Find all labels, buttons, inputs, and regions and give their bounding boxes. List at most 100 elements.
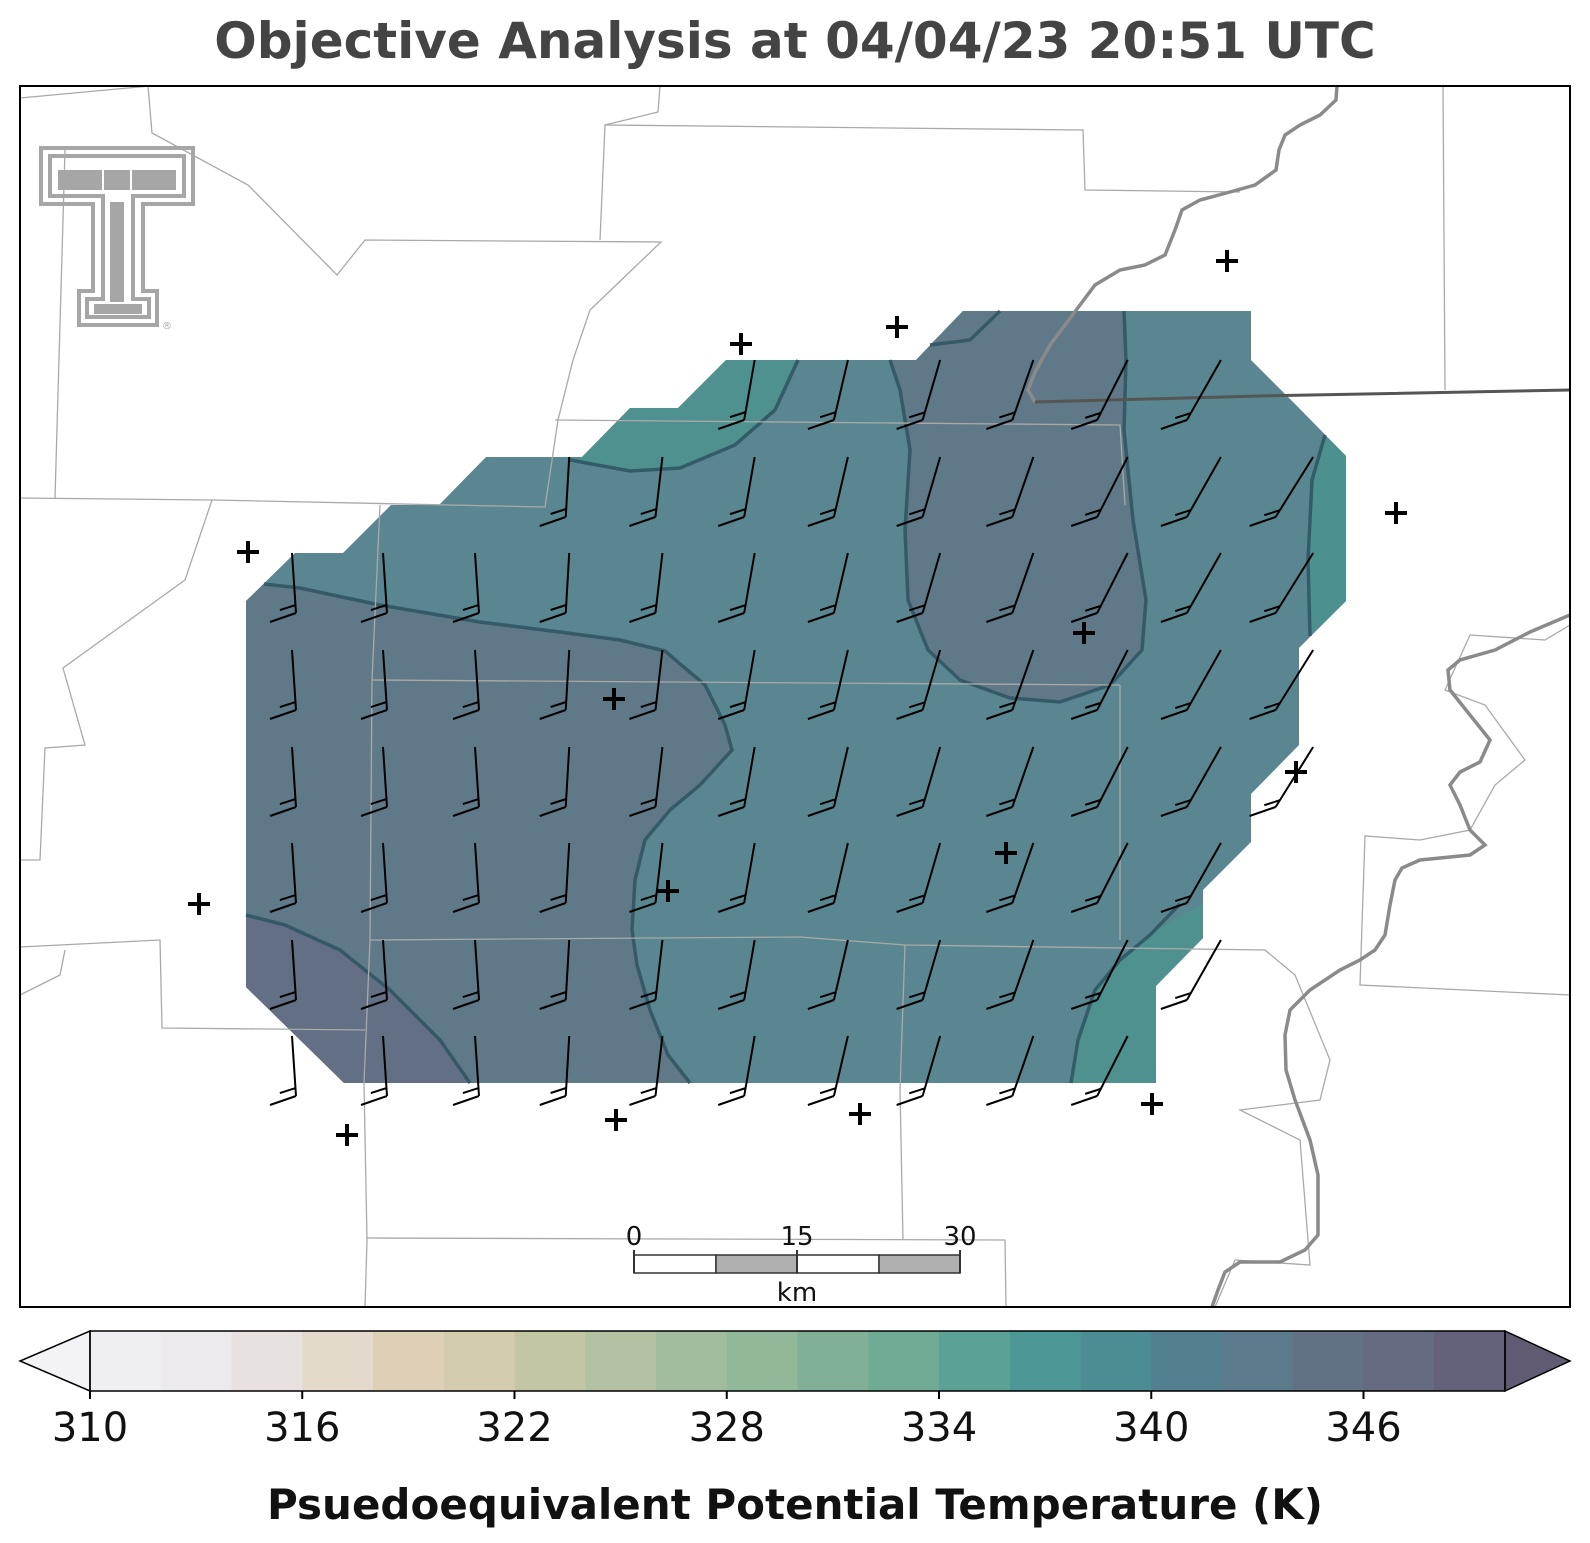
wind-barb [360,649,388,720]
analysis-contours [245,309,1327,1085]
contour-line [1306,434,1327,637]
colorbar-bin [1009,1331,1082,1391]
scale-label-0: 0 [626,1222,643,1252]
wind-barb [452,1035,480,1106]
wind-barb [269,552,297,623]
wind-barb [717,552,756,623]
station-marker [1216,250,1238,272]
wind-barb [807,746,849,817]
scale-unit: km [777,1278,817,1308]
texas-tech-double-t-logo: ® [39,146,195,332]
region-north-high [890,311,1146,702]
rivers [1026,86,1570,1307]
region-west-high [246,584,732,1083]
wind-barb [896,746,942,817]
wind-barb [986,746,1035,817]
contour-line [929,309,1002,347]
wind-barb [360,746,388,817]
wind-barb [1070,456,1129,527]
wind-barb [360,552,388,623]
colorbar-tick-label: 328 [689,1405,765,1451]
colorbar-bin [1080,1331,1152,1391]
wind-barb [986,359,1035,430]
colorbar-extend-high [1504,1329,1572,1393]
map-frame [19,85,1571,1308]
colorbar-bin [514,1331,586,1391]
contour-line [569,359,800,473]
wind-barb [452,552,480,623]
station-marker [603,688,625,710]
colorbar-bin [90,1331,162,1391]
wind-barb [896,649,942,720]
wind-barb [629,552,664,623]
wind-barb [1160,649,1222,720]
wind-barb [1249,456,1314,527]
map-panel [19,85,1571,1308]
colorbar-bin [1222,1331,1294,1391]
wind-barb [1070,842,1129,913]
scale-label-15: 15 [780,1222,813,1252]
wind-barb [1070,552,1129,623]
wind-barb [1070,359,1129,430]
wind-barb [539,939,571,1010]
wind-barb [360,842,388,913]
wind-barbs [269,359,1314,1106]
wind-barb [807,1035,849,1106]
wind-barb [1070,939,1129,1010]
station-marker [1141,1093,1163,1115]
colorbar-bin [585,1331,657,1391]
wind-barb [986,552,1035,623]
wind-barb [896,456,942,527]
colorbar-bin [1434,1331,1506,1391]
colorbar-bin [160,1331,233,1391]
colorbar-tick-label: 346 [1325,1405,1401,1451]
wind-barb [629,842,664,913]
wind-barb [896,552,942,623]
wind-barb [629,456,664,527]
wind-barb [896,359,942,430]
wind-barb [1249,552,1314,623]
wind-barb [986,842,1035,913]
colorbar-bin [1151,1331,1223,1391]
wind-barb [269,1035,297,1106]
station-marker [1285,761,1307,783]
station-marker [995,842,1017,864]
wind-barb [360,1035,388,1106]
wind-barb [807,359,849,430]
contour-line [245,913,472,1085]
colorbar-tick-label: 322 [476,1405,552,1451]
wind-barb [629,939,664,1010]
wind-barb [896,939,942,1010]
station-marker [605,1109,627,1131]
wind-barb [807,939,849,1010]
wind-barb [539,1035,571,1106]
colorbar-bin [1292,1331,1365,1391]
wind-barb [717,649,756,720]
wind-barb [269,939,297,1010]
wind-barb [269,649,297,720]
wind-barb [1160,746,1222,817]
colorbar-bin [231,1331,303,1391]
wind-barb [717,456,756,527]
colorbar-bin [443,1331,516,1391]
wind-barb [539,842,571,913]
wind-barb [269,842,297,913]
county-lines [20,86,1570,1307]
colorbar-bin [1363,1331,1435,1391]
wind-barb [717,939,756,1010]
colorbar-bin [656,1331,728,1391]
wind-barb [539,649,571,720]
contour-line [888,310,1148,704]
river-east [1210,613,1570,1307]
scale-bar: 0 15 30 km [626,1222,977,1308]
colorbar-tick-label: 316 [264,1405,340,1451]
wind-barb [1160,552,1222,623]
colorbar-outline [89,1330,1506,1392]
station-marker [886,316,908,338]
wind-barb [896,842,942,913]
station-marker [237,541,259,563]
station-marker [657,880,679,902]
wind-barb [1070,746,1129,817]
wind-barb [717,1035,756,1106]
